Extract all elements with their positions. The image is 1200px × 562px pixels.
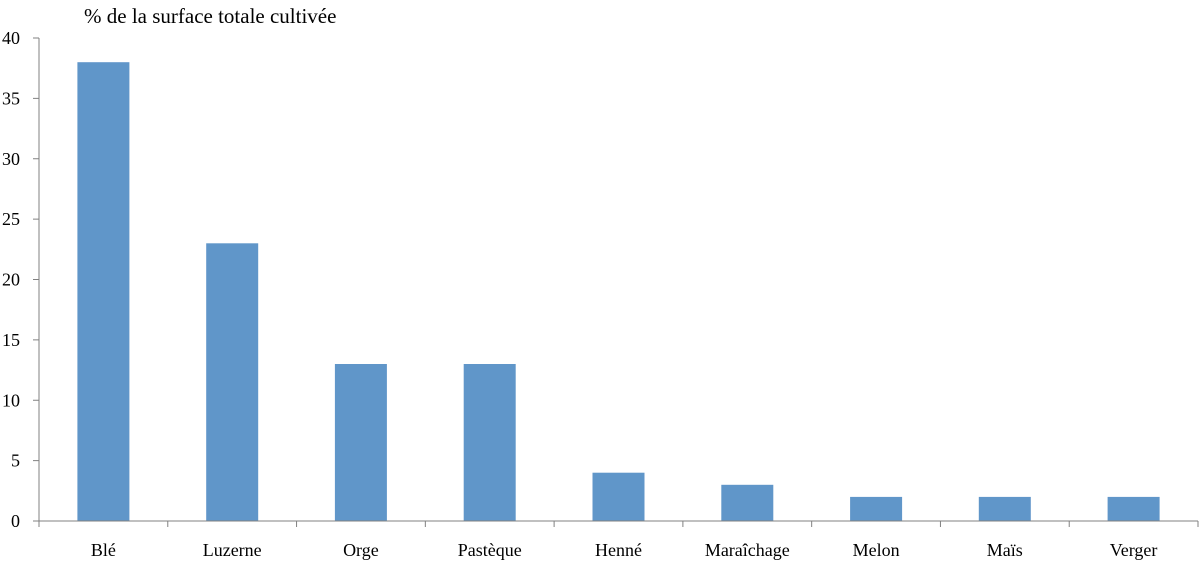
bar-5 <box>721 484 774 521</box>
x-labels-group: Blé Luzerne Orge Pastèque Henné Maraîchage Mel… <box>91 540 1158 560</box>
y-tick-label-7: 35 <box>2 88 20 108</box>
y-tick-label-0: 0 <box>11 511 20 531</box>
bar-2 <box>334 364 387 521</box>
bar-7 <box>978 496 1031 521</box>
x-category-label-2: Orge <box>343 540 379 560</box>
y-axis-label: % de la surface totale cultivée <box>84 4 336 28</box>
bar-8 <box>1107 496 1160 521</box>
y-tick-label-3: 15 <box>2 330 20 350</box>
bar-6 <box>850 496 903 521</box>
bar-0 <box>77 62 130 521</box>
x-category-label-0: Blé <box>91 540 116 560</box>
x-category-label-7: Maïs <box>987 540 1023 560</box>
y-tick-label-6: 30 <box>2 149 20 169</box>
x-category-label-6: Melon <box>853 540 900 560</box>
y-tick-label-4: 20 <box>2 270 20 290</box>
bar-3 <box>463 364 516 521</box>
bars-group <box>77 62 1160 522</box>
y-tick-label-5: 25 <box>2 209 20 229</box>
y-tick-label-1: 5 <box>11 451 20 471</box>
y-tick-label-8: 40 <box>2 28 20 48</box>
y-ticks-group: 0 5 10 15 20 25 30 35 40 <box>2 28 39 531</box>
x-category-label-4: Henné <box>595 540 642 560</box>
x-category-label-3: Pastèque <box>458 540 522 560</box>
bar-4 <box>592 472 645 521</box>
bar-1 <box>206 243 259 522</box>
y-tick-label-2: 10 <box>2 390 20 410</box>
x-category-label-5: Maraîchage <box>705 540 790 560</box>
x-category-label-1: Luzerne <box>203 540 262 560</box>
x-category-label-8: Verger <box>1110 540 1158 560</box>
